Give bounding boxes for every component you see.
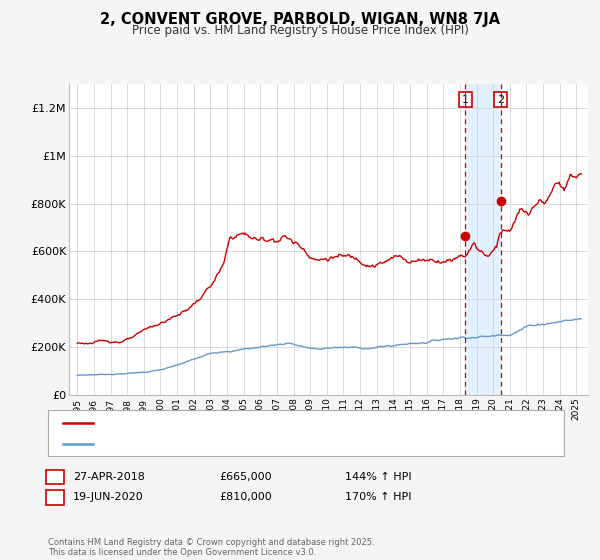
Text: 2: 2 (52, 491, 59, 504)
Text: 1: 1 (52, 470, 59, 484)
Text: 170% ↑ HPI: 170% ↑ HPI (345, 492, 412, 502)
Text: HPI: Average price, detached house, West Lancashire: HPI: Average price, detached house, West… (100, 438, 379, 449)
Text: 2: 2 (497, 95, 505, 105)
Text: 27-APR-2018: 27-APR-2018 (73, 472, 145, 482)
Text: Contains HM Land Registry data © Crown copyright and database right 2025.
This d: Contains HM Land Registry data © Crown c… (48, 538, 374, 557)
Text: Price paid vs. HM Land Registry's House Price Index (HPI): Price paid vs. HM Land Registry's House … (131, 24, 469, 37)
Bar (465, 84, 501, 395)
Text: 144% ↑ HPI: 144% ↑ HPI (345, 472, 412, 482)
Text: 2, CONVENT GROVE, PARBOLD, WIGAN, WN8 7JA (detached house): 2, CONVENT GROVE, PARBOLD, WIGAN, WN8 7J… (100, 418, 449, 428)
Text: £665,000: £665,000 (219, 472, 272, 482)
Text: £810,000: £810,000 (219, 492, 272, 502)
Text: 2, CONVENT GROVE, PARBOLD, WIGAN, WN8 7JA: 2, CONVENT GROVE, PARBOLD, WIGAN, WN8 7J… (100, 12, 500, 27)
Text: 1: 1 (462, 95, 469, 105)
Text: 19-JUN-2020: 19-JUN-2020 (73, 492, 144, 502)
